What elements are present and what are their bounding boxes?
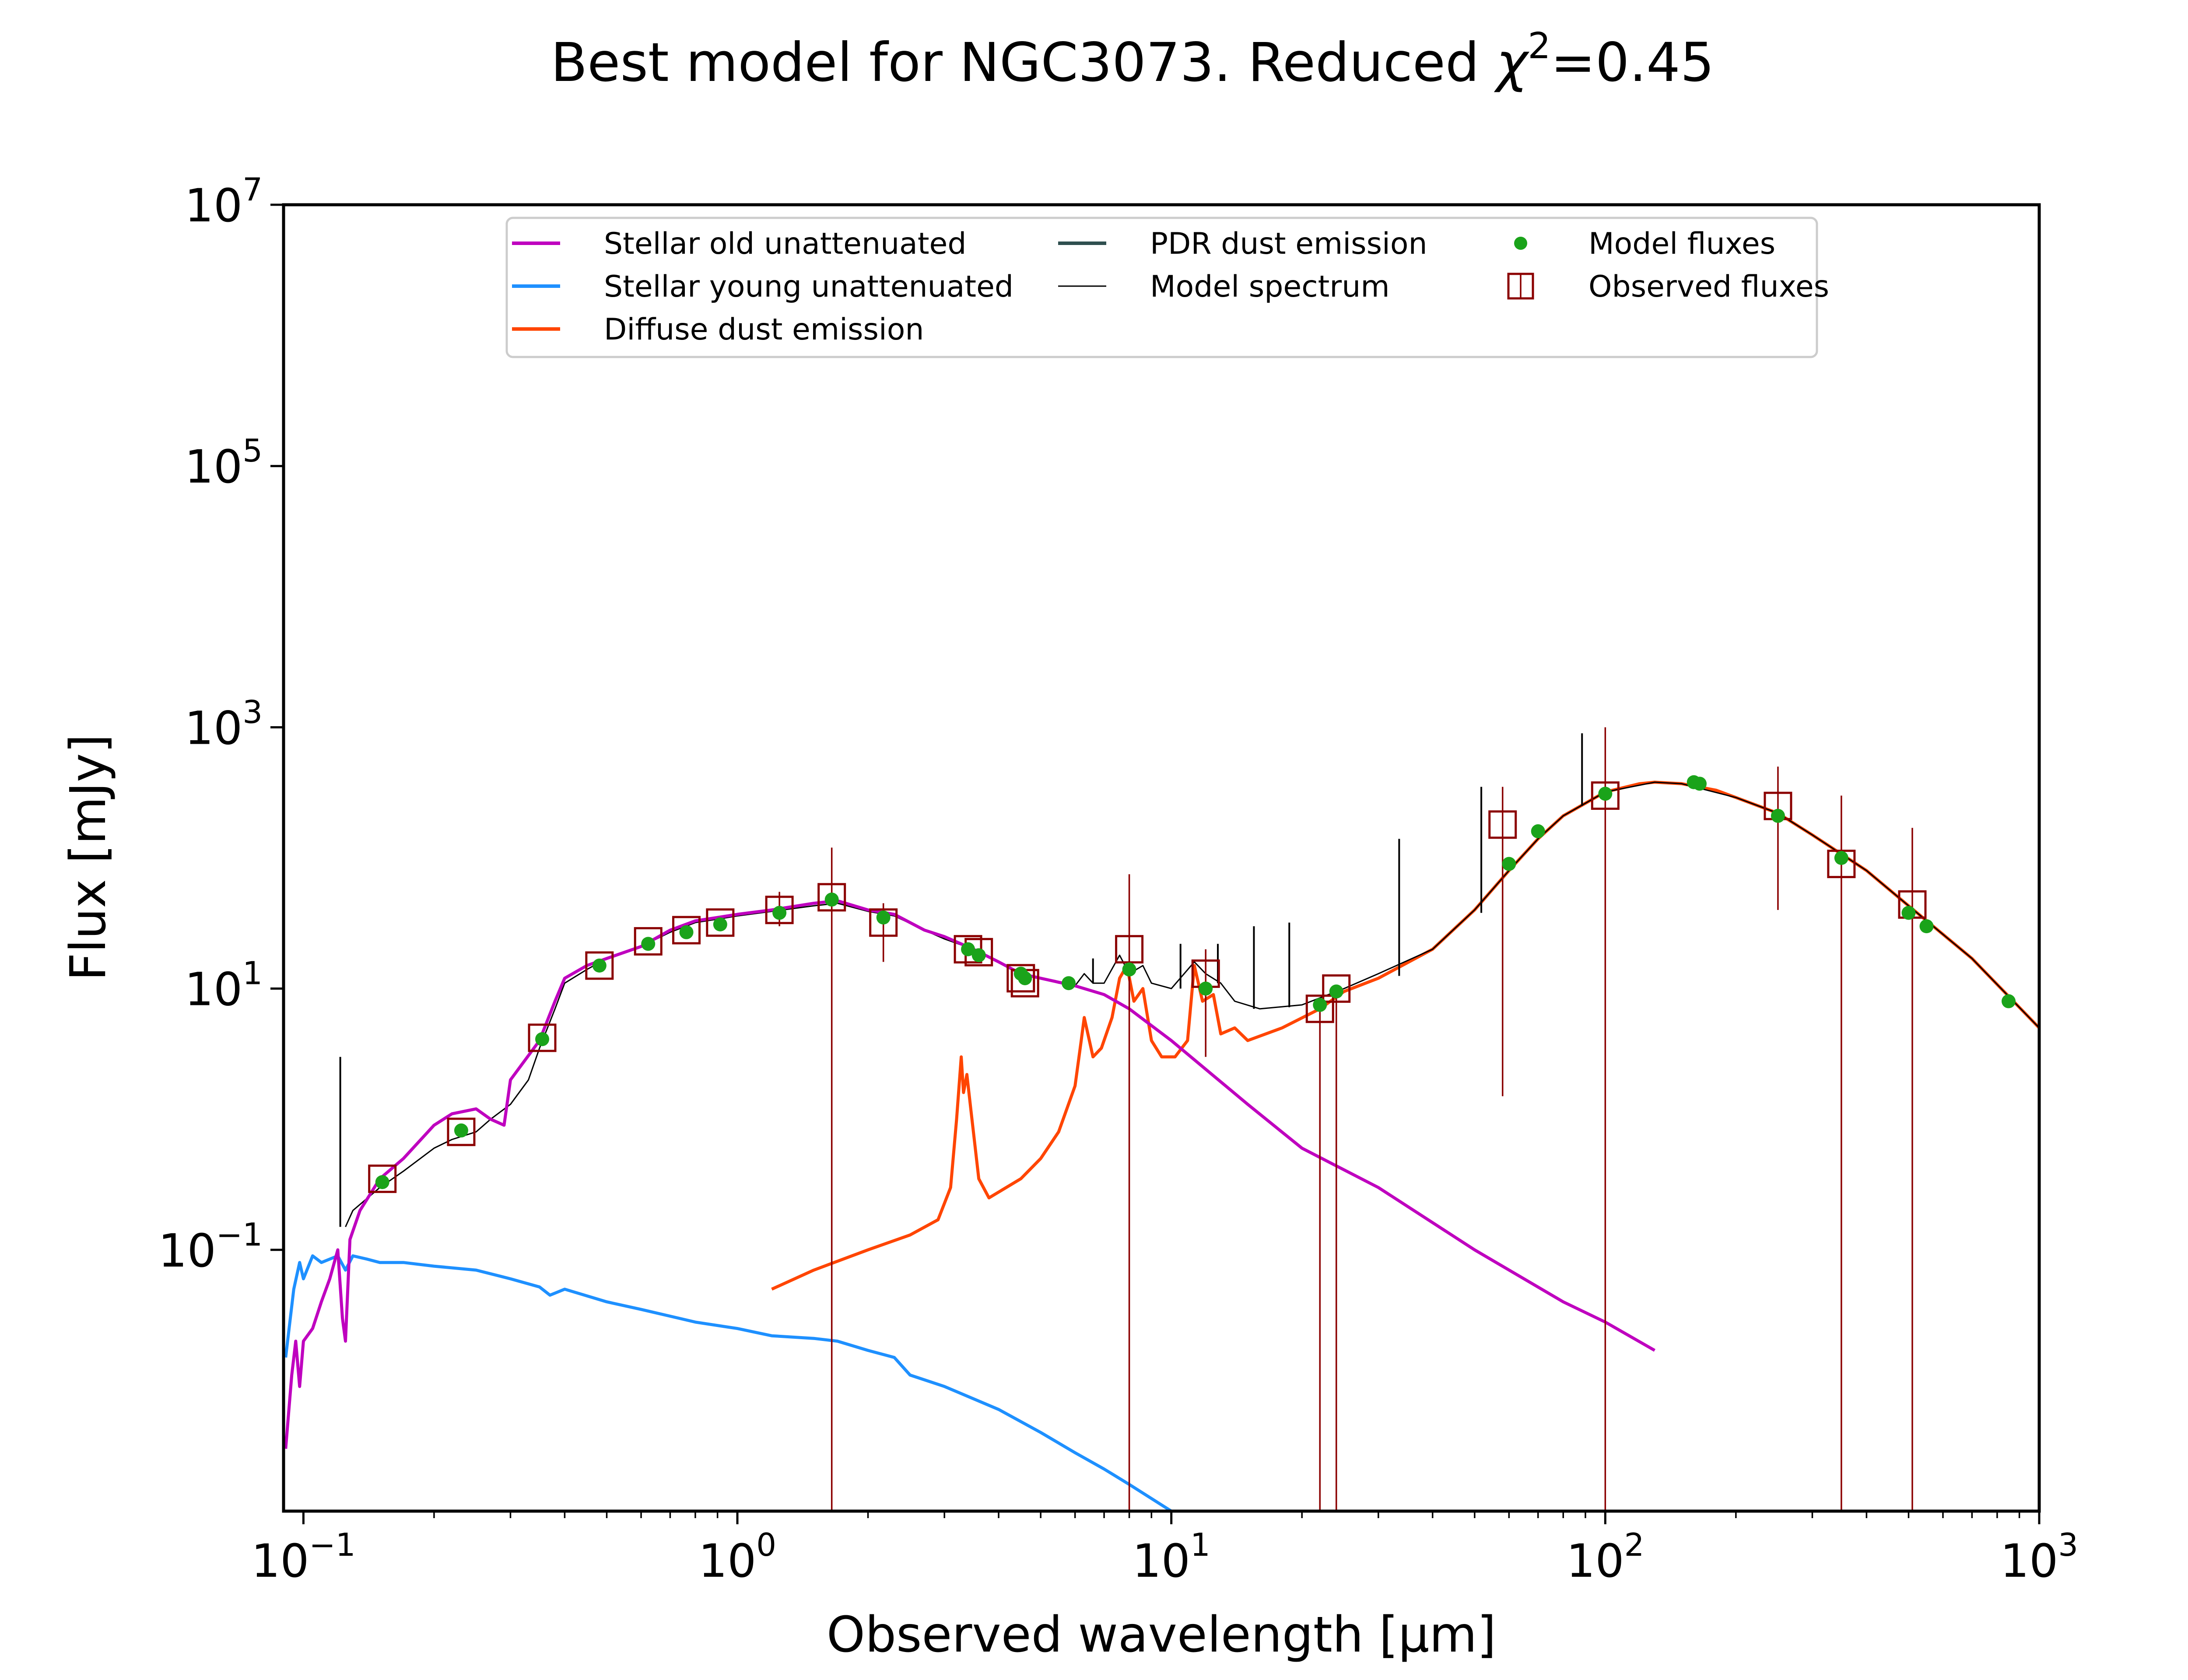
legend-handle-model-fluxes (1514, 237, 1527, 250)
chart-title: Best model for NGC3073. Reduced χ2=0.45 (551, 25, 1715, 94)
model-flux-point (1693, 777, 1707, 791)
observed-flux-marker (1115, 935, 1144, 964)
x-tick-label: 103 (2000, 1526, 2078, 1588)
plot-frame (282, 203, 2041, 1513)
legend-label-model-spectrum: Model spectrum (1150, 270, 1390, 304)
x-tick-label: 101 (1133, 1526, 1210, 1588)
y-tick-label: 10−1 (158, 1216, 263, 1278)
model-flux-point (772, 906, 787, 920)
y-tick-label: 107 (185, 171, 263, 232)
model-flux-point (824, 892, 839, 907)
legend: Stellar old unattenuated Stellar young un… (505, 217, 1829, 358)
plot-points (368, 727, 2016, 1511)
observed-flux-marker (1006, 964, 1035, 993)
legend-label-stellar-young: Stellar young unattenuated (604, 270, 1013, 304)
legend-label-diffuse-dust: Diffuse dust emission (604, 312, 924, 347)
model-flux-point (971, 948, 986, 962)
x-axis-label: Observed wavelength [μm] (827, 1606, 1496, 1663)
legend-label-model-fluxes: Model fluxes (1588, 227, 1775, 261)
x-tick-label: 10−1 (251, 1526, 355, 1588)
observed-flux-marker (1322, 974, 1351, 1003)
model-flux-point (1199, 981, 1213, 996)
x-tick-label: 100 (698, 1526, 776, 1588)
legend-label-stellar-old: Stellar old unattenuated (604, 227, 967, 261)
observed-flux-marker (1305, 994, 1334, 1023)
model-flux-point (1329, 984, 1343, 999)
model-flux-point (641, 937, 656, 951)
axes: 10−1 100 101 102 103 10−1 101 103 105 107 (158, 171, 2079, 1588)
model-flux-point (1901, 906, 1916, 920)
model-flux-point (535, 1032, 550, 1046)
model-flux-point (713, 917, 727, 931)
series-line-diffuse-dust (771, 780, 2039, 1291)
model-flux-point (876, 910, 891, 925)
x-tick-label: 102 (1566, 1526, 1644, 1588)
series-line-stellar-old (284, 899, 1656, 1449)
observed-flux-marker (817, 883, 846, 912)
observed-flux-marker (1827, 850, 1856, 878)
observed-flux-marker (765, 896, 794, 924)
legend-label-pdr-dust: PDR dust emission (1150, 227, 1427, 261)
legend-label-observed-fluxes: Observed fluxes (1588, 270, 1829, 304)
model-flux-point (1771, 808, 1785, 823)
observed-flux-marker (585, 951, 614, 980)
model-flux-point (1598, 787, 1613, 801)
plot-curves (284, 733, 2039, 1511)
y-tick-label: 103 (185, 693, 263, 755)
model-flux-point (1062, 976, 1076, 990)
model-flux-point (1834, 851, 1848, 865)
model-flux-point (454, 1123, 468, 1138)
model-flux-point (1122, 962, 1136, 976)
model-flux-point (1502, 857, 1516, 871)
model-flux-point (961, 942, 975, 956)
observed-flux-marker (1488, 810, 1517, 839)
y-tick-label: 101 (185, 955, 263, 1016)
observed-flux-marker (672, 916, 701, 945)
legend-box (505, 217, 1818, 358)
observed-flux-marker (447, 1117, 476, 1146)
model-flux-point (2002, 994, 2016, 1008)
observed-flux-marker (368, 1164, 397, 1193)
observed-flux-marker (869, 908, 898, 937)
model-flux-point (1018, 971, 1032, 985)
observed-flux-marker (706, 908, 735, 937)
model-flux-point (679, 925, 694, 939)
model-flux-point (1531, 824, 1545, 839)
observed-flux-marker (528, 1023, 557, 1052)
model-flux-point (375, 1175, 389, 1189)
observed-flux-marker (1591, 781, 1620, 810)
y-axis-label: Flux [mJy] (60, 734, 117, 981)
series-line-stellar-young (284, 1254, 1172, 1511)
model-flux-point (1313, 998, 1327, 1012)
model-flux-point (592, 959, 607, 973)
observed-flux-marker (634, 927, 663, 956)
y-tick-label: 105 (185, 432, 263, 494)
model-flux-point (1919, 919, 1934, 934)
